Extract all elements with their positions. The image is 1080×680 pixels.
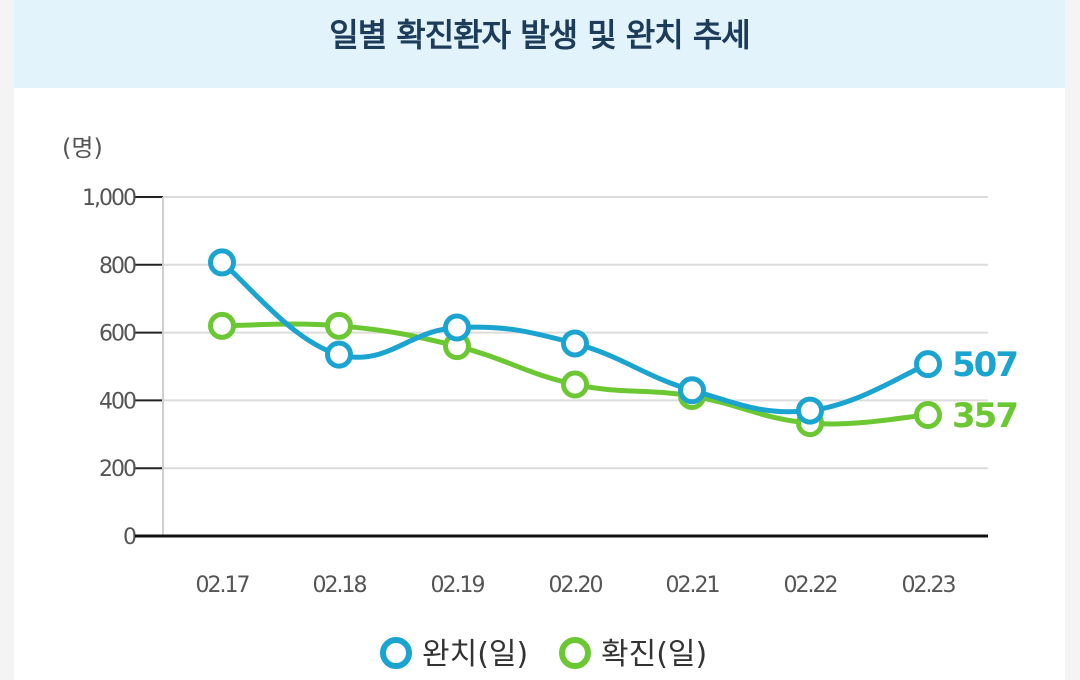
x-tick-label: 02.19 [431,573,485,598]
data-point-0-3 [561,329,589,358]
legend-label-0: 완치(일) [422,637,528,672]
x-tick-label: 02.22 [784,573,837,598]
data-point-1-1 [325,311,353,340]
legend-marker-1 [559,637,591,669]
y-tick-label: 1,000 [82,186,136,211]
data-point-0-1 [325,340,353,369]
data-point-0-2 [443,313,471,342]
data-point-0-6 [914,350,942,379]
x-tick-label: 02.23 [902,573,956,598]
chart-header: 일별 확진환자 발생 및 완치 추세 [14,0,1065,88]
legend-label-1: 확진(일) [601,637,707,672]
x-tick-label: 02.20 [549,573,603,598]
y-tick-label: 400 [99,389,136,414]
x-tick-label: 02.21 [666,573,719,598]
data-point-1-6 [914,400,942,429]
data-point-1-0 [208,311,236,340]
x-tick-label: 02.18 [313,573,367,598]
y-tick-label: 200 [99,457,136,482]
x-tick-label: 02.17 [196,573,250,598]
end-value-label-1: 357 [952,396,1017,436]
chart-card: 일별 확진환자 발생 및 완치 추세 [14,0,1065,680]
legend-marker-0 [380,637,412,669]
data-point-0-4 [678,376,706,405]
end-value-label-0: 507 [952,345,1017,385]
y-tick-label: 800 [99,254,136,279]
data-point-0-5 [796,396,824,425]
y-tick-label: 0 [123,525,136,550]
data-point-0-0 [208,248,236,277]
data-point-1-3 [561,370,589,399]
chart-title: 일별 확진환자 발생 및 완치 추세 [329,16,750,54]
y-tick-label: 600 [99,322,136,347]
y-axis-unit: (명) [62,134,103,162]
